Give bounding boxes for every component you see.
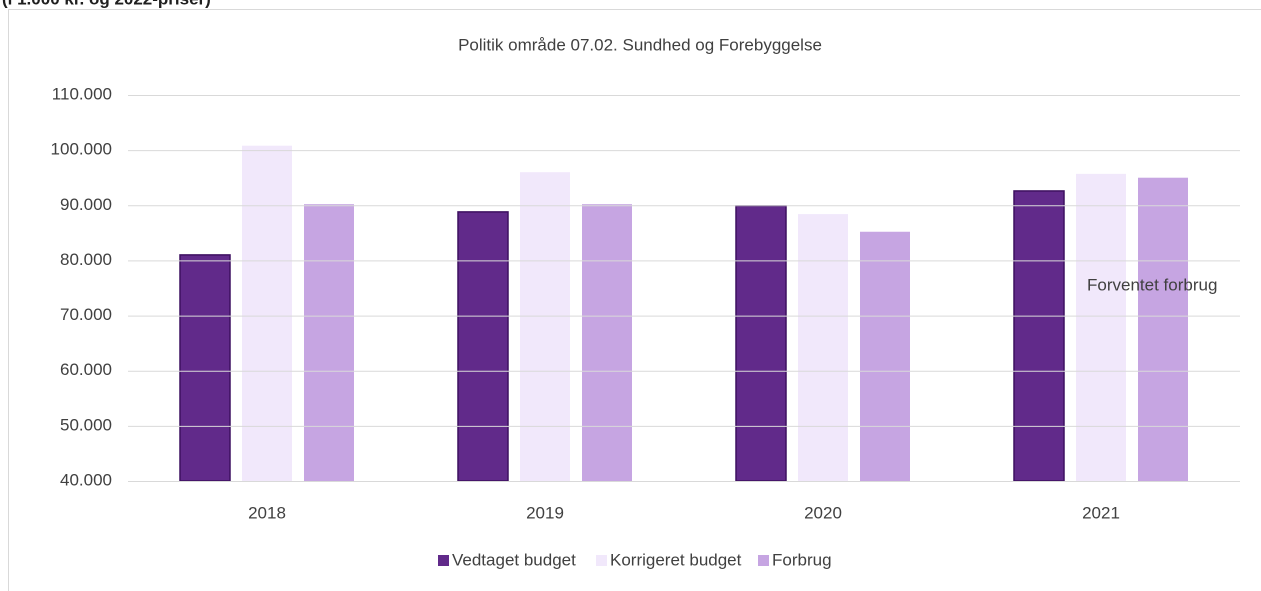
- bar: [582, 204, 632, 481]
- bar: [304, 204, 354, 481]
- y-tick-label: 110.000: [52, 84, 112, 103]
- annotation: Forventet forbrug: [1087, 275, 1217, 294]
- bar: [520, 172, 570, 481]
- bar: [735, 205, 787, 482]
- y-tick-label: 70.000: [60, 305, 112, 324]
- bar: [179, 254, 231, 482]
- y-tick-label: 90.000: [60, 195, 112, 214]
- chart-frame: [8, 9, 1261, 591]
- bar: [1138, 177, 1188, 481]
- x-tick-label: 2020: [804, 503, 842, 522]
- x-tick-label: 2018: [248, 503, 286, 522]
- y-tick-label: 50.000: [60, 415, 112, 434]
- chart-title: Politik område 07.02. Sundhed og Forebyg…: [458, 35, 822, 54]
- legend-label: Forbrug: [772, 550, 832, 569]
- x-tick-label: 2019: [526, 503, 564, 522]
- y-tick-label: 80.000: [60, 250, 112, 269]
- bar: [798, 214, 848, 481]
- bar: [860, 231, 910, 481]
- bar: [457, 211, 509, 482]
- legend-label: Vedtaget budget: [452, 550, 576, 569]
- bar: [1013, 190, 1065, 482]
- legend-swatch: [596, 555, 607, 566]
- bar: [242, 145, 292, 481]
- header-title: (i 1.000 kr. og 2022-priser): [2, 0, 211, 8]
- legend-swatch: [758, 555, 769, 566]
- x-tick-label: 2021: [1082, 503, 1120, 522]
- legend-swatch: [438, 555, 449, 566]
- y-tick-label: 100.000: [51, 140, 112, 159]
- bar: [1076, 173, 1126, 481]
- legend-label: Korrigeret budget: [610, 550, 742, 569]
- y-tick-label: 40.000: [60, 470, 112, 489]
- y-tick-label: 60.000: [60, 360, 112, 379]
